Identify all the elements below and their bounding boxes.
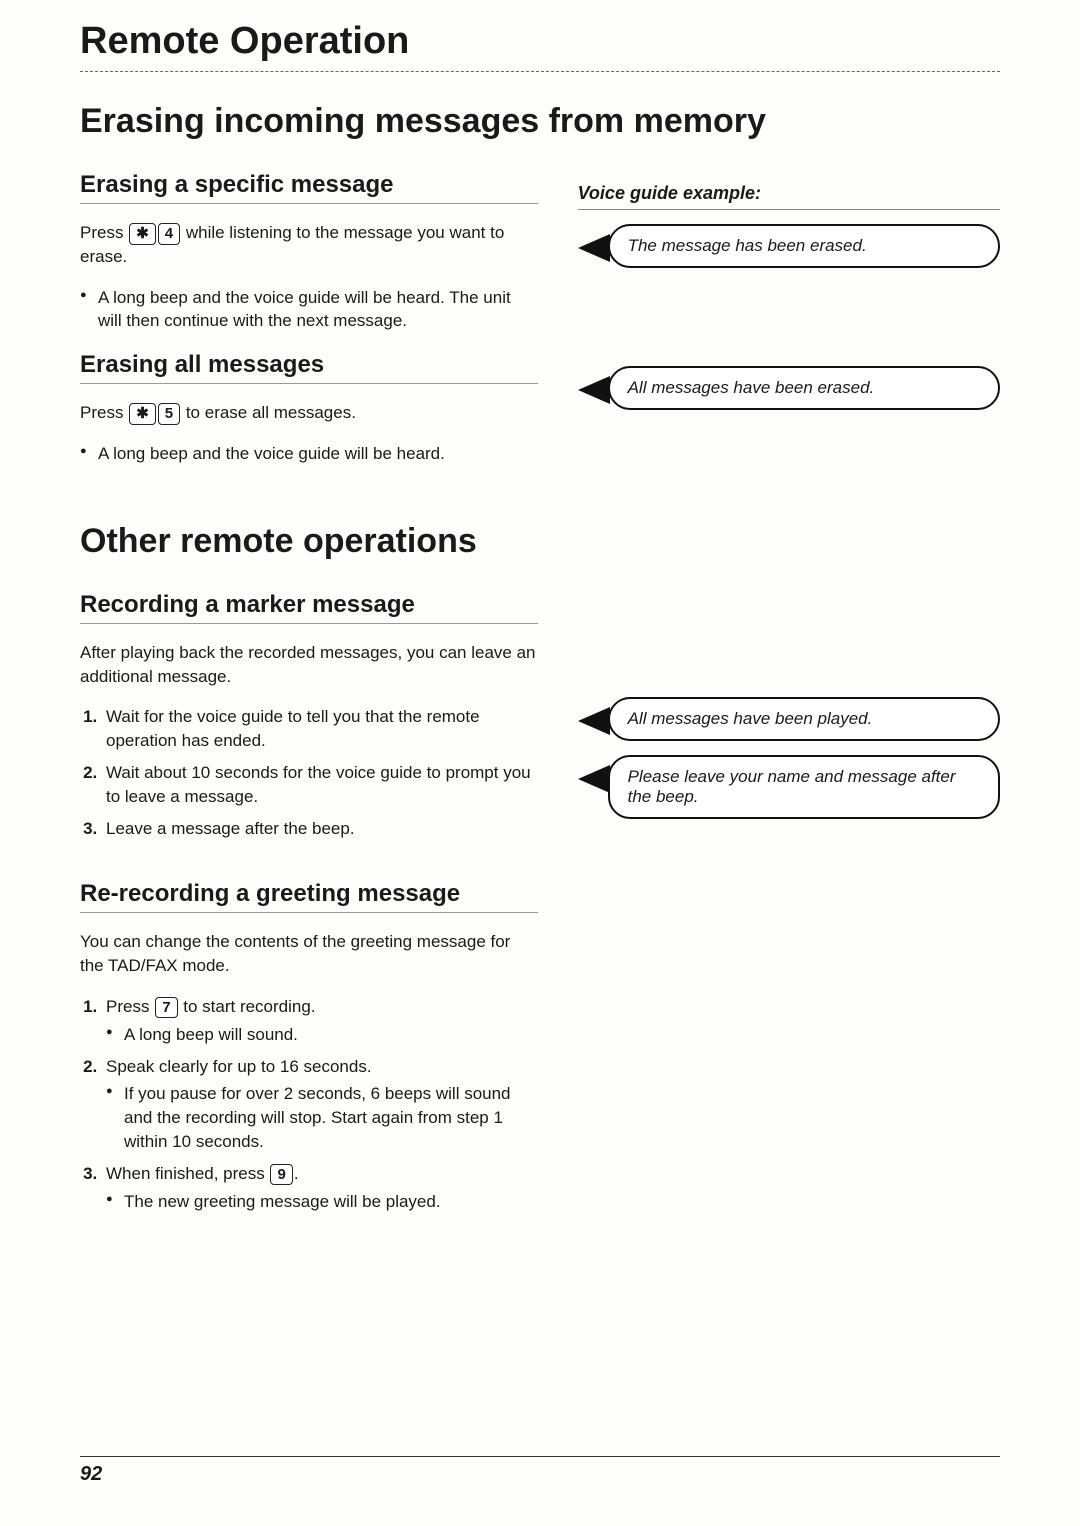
key-star: ✱ <box>129 223 156 245</box>
erase-specific-bullet: A long beep and the voice guide will be … <box>80 286 538 334</box>
text: When finished, press <box>106 1164 269 1183</box>
rerecord-step2-bullet: If you pause for over 2 seconds, 6 beeps… <box>106 1082 538 1153</box>
marker-intro: After playing back the recorded messages… <box>80 641 538 689</box>
rerecord-right <box>578 850 1000 1223</box>
voice-bubble-text: Please leave your name and message after… <box>608 755 1000 819</box>
voice-bubble-2: All messages have been erased. <box>578 366 1000 410</box>
erase-specific-instruction: Press ✱4 while listening to the message … <box>80 221 538 269</box>
rerecord-intro: You can change the contents of the greet… <box>80 930 538 978</box>
sub-recording-marker: Recording a marker message <box>80 591 538 624</box>
voice-bubble-1: The message has been erased. <box>578 224 1000 268</box>
marker-left: Recording a marker message After playing… <box>80 573 538 851</box>
speaker-pointer-icon <box>578 234 610 262</box>
marker-step-1: Wait for the voice guide to tell you tha… <box>102 705 538 753</box>
text: . <box>294 1164 299 1183</box>
key-9: 9 <box>270 1164 292 1186</box>
speaker-pointer-icon <box>578 376 610 404</box>
erase-all-bullet: A long beep and the voice guide will be … <box>80 442 538 466</box>
erasing-right: Voice guide example: The message has bee… <box>578 153 1000 472</box>
rerecord-left: Re-recording a greeting message You can … <box>80 850 538 1223</box>
text: Press <box>80 223 128 242</box>
erasing-left: Erasing a specific message Press ✱4 whil… <box>80 153 538 472</box>
page-number: 92 <box>80 1456 1000 1486</box>
marker-layout: Recording a marker message After playing… <box>80 573 1000 851</box>
rerecord-step-1: Press 7 to start recording. A long beep … <box>102 995 538 1047</box>
sub-erase-all: Erasing all messages <box>80 351 538 384</box>
rerecord-step1-bullet: A long beep will sound. <box>106 1023 538 1047</box>
speaker-pointer-icon <box>578 765 610 793</box>
key-7: 7 <box>155 997 177 1019</box>
section-title-other-ops: Other remote operations <box>80 522 1000 561</box>
voice-bubble-text: All messages have been played. <box>608 697 1000 741</box>
voice-bubble-4: Please leave your name and message after… <box>578 755 1000 819</box>
erase-all-instruction: Press ✱5 to erase all messages. <box>80 401 538 425</box>
section-title-erasing: Erasing incoming messages from memory <box>80 102 1000 141</box>
sub-rerecord-greeting: Re-recording a greeting message <box>80 880 538 913</box>
voice-bubble-text: The message has been erased. <box>608 224 1000 268</box>
marker-right: All messages have been played. Please le… <box>578 573 1000 851</box>
marker-step-2: Wait about 10 seconds for the voice guid… <box>102 761 538 809</box>
chapter-title: Remote Operation <box>80 0 1000 72</box>
voice-bubble-3: All messages have been played. <box>578 697 1000 741</box>
rerecord-step-2: Speak clearly for up to 16 seconds. If y… <box>102 1055 538 1154</box>
voice-bubble-text: All messages have been erased. <box>608 366 1000 410</box>
text: to erase all messages. <box>181 403 356 422</box>
speaker-pointer-icon <box>578 707 610 735</box>
sub-erase-specific: Erasing a specific message <box>80 171 538 204</box>
voice-guide-example-label: Voice guide example: <box>578 181 1000 210</box>
key-4: 4 <box>158 223 180 245</box>
rerecord-step3-bullet: The new greeting message will be played. <box>106 1190 538 1214</box>
rerecord-step-3: When finished, press 9. The new greeting… <box>102 1162 538 1214</box>
erasing-layout: Erasing a specific message Press ✱4 whil… <box>80 153 1000 472</box>
marker-step-3: Leave a message after the beep. <box>102 817 538 841</box>
text: Press <box>106 997 154 1016</box>
key-star: ✱ <box>129 403 156 425</box>
rerecord-layout: Re-recording a greeting message You can … <box>80 850 1000 1223</box>
key-5: 5 <box>158 403 180 425</box>
text: Speak clearly for up to 16 seconds. <box>106 1057 372 1076</box>
text: to start recording. <box>179 997 316 1016</box>
manual-page: Remote Operation Erasing incoming messag… <box>0 0 1080 1526</box>
text: Press <box>80 403 128 422</box>
